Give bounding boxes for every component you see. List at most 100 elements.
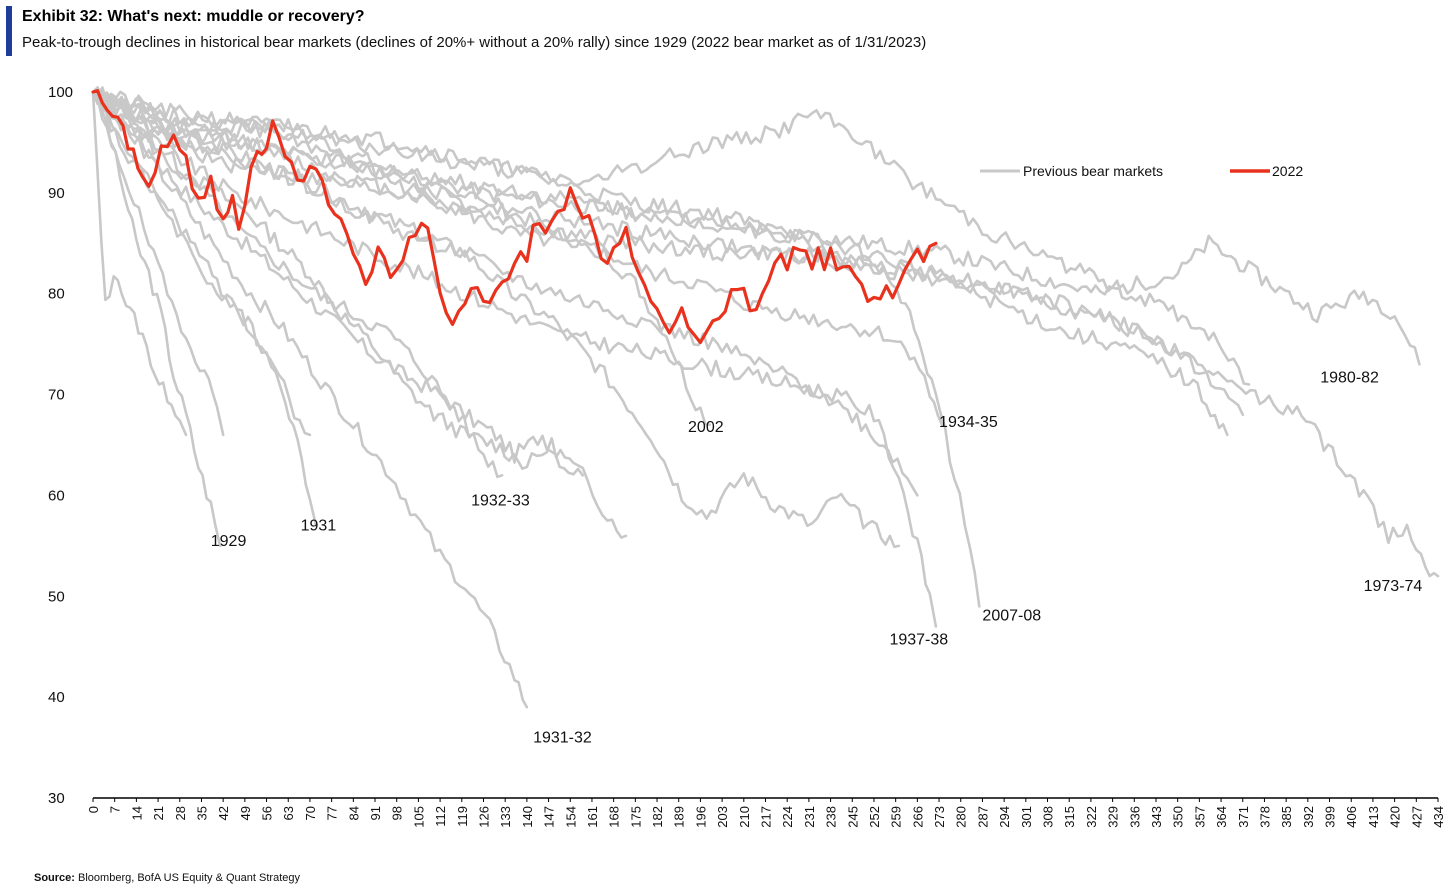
x-tick-label: 427: [1409, 806, 1424, 828]
x-tick-label: 434: [1431, 806, 1446, 828]
x-tick-label: 63: [281, 806, 296, 820]
previous-bear-market-line: [91, 90, 1421, 366]
y-tick-label: 80: [48, 286, 65, 303]
x-tick-label: 238: [824, 806, 839, 828]
previous-bear-market-line: [91, 90, 1229, 437]
previous-bear-market-line: [91, 90, 529, 709]
y-tick-label: 50: [48, 588, 65, 605]
x-tick-label: 126: [476, 806, 491, 828]
x-tick-label: 413: [1366, 806, 1381, 828]
source-text: Bloomberg, BofA US Equity & Quant Strate…: [78, 872, 300, 884]
x-tick-label: 294: [997, 806, 1012, 828]
previous-bear-market-line: [91, 90, 312, 437]
x-tick-label: 98: [390, 806, 405, 820]
x-tick-label: 133: [498, 806, 513, 828]
x-tick-label: 266: [910, 806, 925, 828]
previous-bear-market-line: [91, 90, 188, 437]
x-tick-label: 196: [693, 806, 708, 828]
x-tick-label: 140: [520, 806, 535, 828]
series-annotation-label: 1929: [211, 533, 247, 550]
x-tick-label: 42: [216, 806, 231, 820]
x-tick-label: 210: [737, 806, 752, 828]
x-tick-label: 154: [563, 806, 578, 828]
x-tick-label: 343: [1149, 806, 1164, 828]
series-annotation-label: 1931: [301, 518, 337, 535]
series-annotation-label: 2007-08: [982, 607, 1041, 624]
previous-bear-market-line: [91, 90, 225, 437]
x-tick-label: 252: [867, 806, 882, 828]
series-annotation-label: 1973-74: [1364, 578, 1423, 595]
x-tick-label: 14: [129, 806, 144, 820]
legend-previous-label: Previous bear markets: [1023, 163, 1163, 179]
previous-bear-market-line: [91, 89, 981, 608]
x-tick-label: 259: [889, 806, 904, 828]
x-tick-label: 280: [954, 806, 969, 828]
x-tick-label: 70: [303, 806, 318, 820]
series-annotation-label: 1934-35: [939, 414, 998, 431]
previous-bear-market-line: [91, 90, 938, 628]
x-tick-label: 308: [1041, 806, 1056, 828]
x-tick-label: 322: [1084, 806, 1099, 828]
x-tick-label: 28: [173, 806, 188, 820]
x-tick-label: 315: [1062, 806, 1077, 828]
series-annotation-label: 1980-82: [1320, 369, 1379, 386]
x-tick-label: 224: [780, 806, 795, 828]
x-tick-label: 182: [650, 806, 665, 828]
x-tick-label: 105: [411, 806, 426, 828]
x-tick-label: 301: [1019, 806, 1034, 828]
y-tick-label: 30: [48, 790, 65, 807]
title-accent-bar: [6, 6, 12, 56]
x-tick-label: 364: [1214, 806, 1229, 828]
y-tick-label: 90: [48, 185, 65, 202]
previous-bear-market-line: [91, 90, 901, 549]
previous-bear-market-line: [91, 88, 628, 539]
x-tick-label: 336: [1127, 806, 1142, 828]
y-tick-label: 100: [48, 84, 73, 101]
x-tick-label: 273: [932, 806, 947, 828]
previous-bear-market-line: [91, 86, 1251, 386]
x-tick-label: 49: [238, 806, 253, 820]
x-tick-label: 175: [628, 806, 643, 828]
previous-bear-market-line: [91, 90, 1440, 578]
y-tick-label: 40: [48, 689, 65, 706]
source-note: Source: Bloomberg, BofA US Equity & Quan…: [34, 872, 300, 884]
x-tick-label: 392: [1301, 806, 1316, 828]
x-tick-label: 189: [672, 806, 687, 828]
x-tick-label: 420: [1388, 806, 1403, 828]
x-tick-label: 399: [1323, 806, 1338, 828]
x-tick-label: 385: [1279, 806, 1294, 828]
source-label: Source:: [34, 872, 75, 884]
x-tick-label: 84: [346, 806, 361, 820]
x-tick-label: 350: [1171, 806, 1186, 828]
x-tick-label: 112: [433, 806, 448, 827]
series-annotation-label: 1937-38: [889, 632, 948, 649]
x-tick-label: 0: [86, 806, 101, 813]
x-tick-label: 231: [802, 806, 817, 828]
series-annotation-label: 2002: [688, 419, 724, 436]
series-2022-line: [91, 89, 938, 345]
chart-title: Exhibit 32: What's next: muddle or recov…: [22, 8, 365, 25]
previous-bear-market-line: [91, 90, 919, 497]
x-tick-label: 21: [151, 806, 166, 820]
x-tick-label: 357: [1192, 806, 1207, 828]
previous-bear-market-line: [91, 90, 318, 527]
previous-bear-market-line: [91, 90, 711, 427]
x-tick-label: 329: [1106, 806, 1121, 828]
previous-bear-market-line: [91, 90, 1245, 416]
x-tick-label: 77: [325, 806, 340, 820]
x-tick-label: 378: [1257, 806, 1272, 828]
x-tick-label: 371: [1236, 806, 1251, 828]
y-tick-label: 70: [48, 387, 65, 404]
x-tick-label: 7: [108, 806, 123, 813]
x-tick-label: 35: [194, 806, 209, 820]
series-annotation-label: 1932-33: [471, 493, 530, 510]
x-tick-label: 119: [455, 806, 470, 827]
previous-bear-market-line: [91, 90, 584, 477]
chart-subtitle: Peak-to-trough declines in historical be…: [22, 34, 927, 51]
x-tick-label: 203: [715, 806, 730, 828]
previous-bear-market-line: [91, 86, 944, 427]
legend-2022-label: 2022: [1272, 163, 1303, 179]
x-tick-label: 161: [585, 806, 600, 828]
series-annotation-label: 1931-32: [533, 730, 592, 747]
x-tick-label: 287: [975, 806, 990, 828]
